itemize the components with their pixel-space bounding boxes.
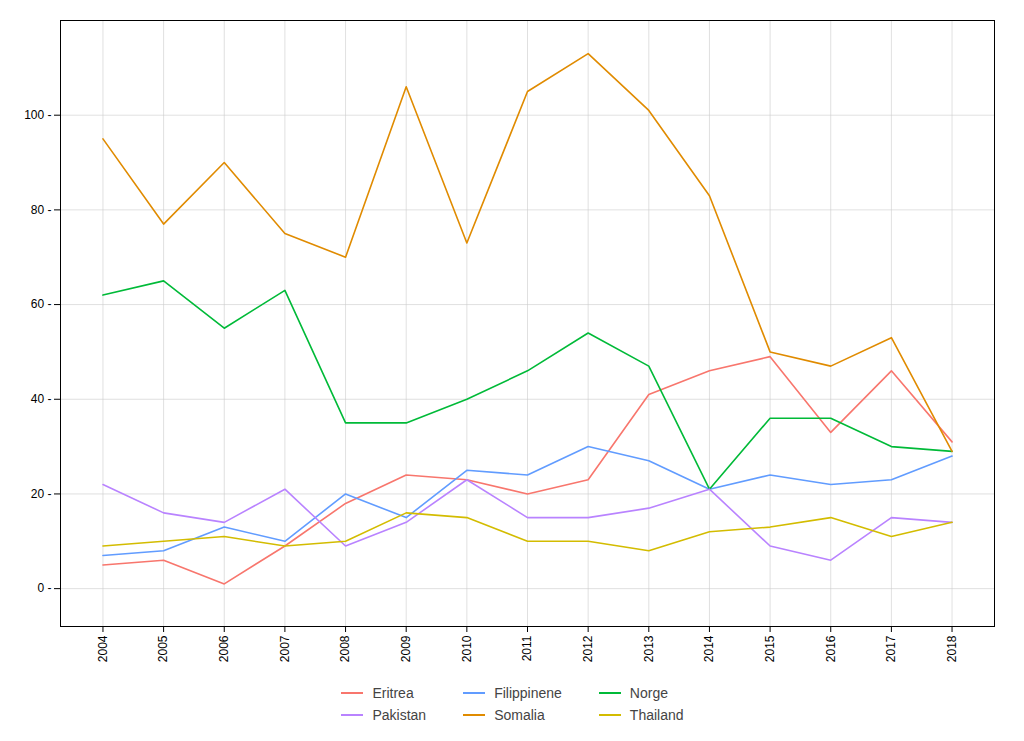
svg-text:2016: 2016 bbox=[824, 635, 838, 662]
svg-text:2013: 2013 bbox=[642, 635, 656, 662]
svg-text:2012: 2012 bbox=[581, 635, 595, 662]
svg-text:2011: 2011 bbox=[520, 635, 534, 661]
svg-text:2010: 2010 bbox=[460, 635, 474, 662]
svg-text:20 -: 20 - bbox=[31, 487, 52, 501]
svg-text:80 -: 80 - bbox=[31, 203, 52, 217]
svg-text:2005: 2005 bbox=[156, 635, 170, 662]
svg-text:2014: 2014 bbox=[702, 635, 716, 662]
svg-text:2007: 2007 bbox=[278, 635, 292, 662]
svg-text:2008: 2008 bbox=[338, 635, 352, 662]
svg-text:2015: 2015 bbox=[763, 635, 777, 662]
svg-text:100 -: 100 - bbox=[24, 108, 51, 122]
svg-text:2018: 2018 bbox=[945, 635, 959, 662]
html-text:Thailand: Thailand bbox=[629, 707, 684, 723]
svg-text:2004: 2004 bbox=[96, 635, 110, 662]
svg-text:0 -: 0 - bbox=[37, 581, 51, 595]
html-text:Filippinene: Filippinene bbox=[494, 685, 562, 701]
svg-text:60 -: 60 - bbox=[31, 297, 52, 311]
svg-text:40 -: 40 - bbox=[31, 392, 52, 406]
html-text:Norge: Norge bbox=[629, 685, 668, 701]
html-text:Pakistan: Pakistan bbox=[372, 707, 427, 723]
svg-text:2006: 2006 bbox=[217, 635, 231, 662]
svg-text:2017: 2017 bbox=[884, 635, 898, 662]
html-text:Somalia: Somalia bbox=[494, 707, 545, 723]
svg-text:2009: 2009 bbox=[399, 635, 413, 662]
html-text:Eritrea: Eritrea bbox=[372, 685, 414, 701]
